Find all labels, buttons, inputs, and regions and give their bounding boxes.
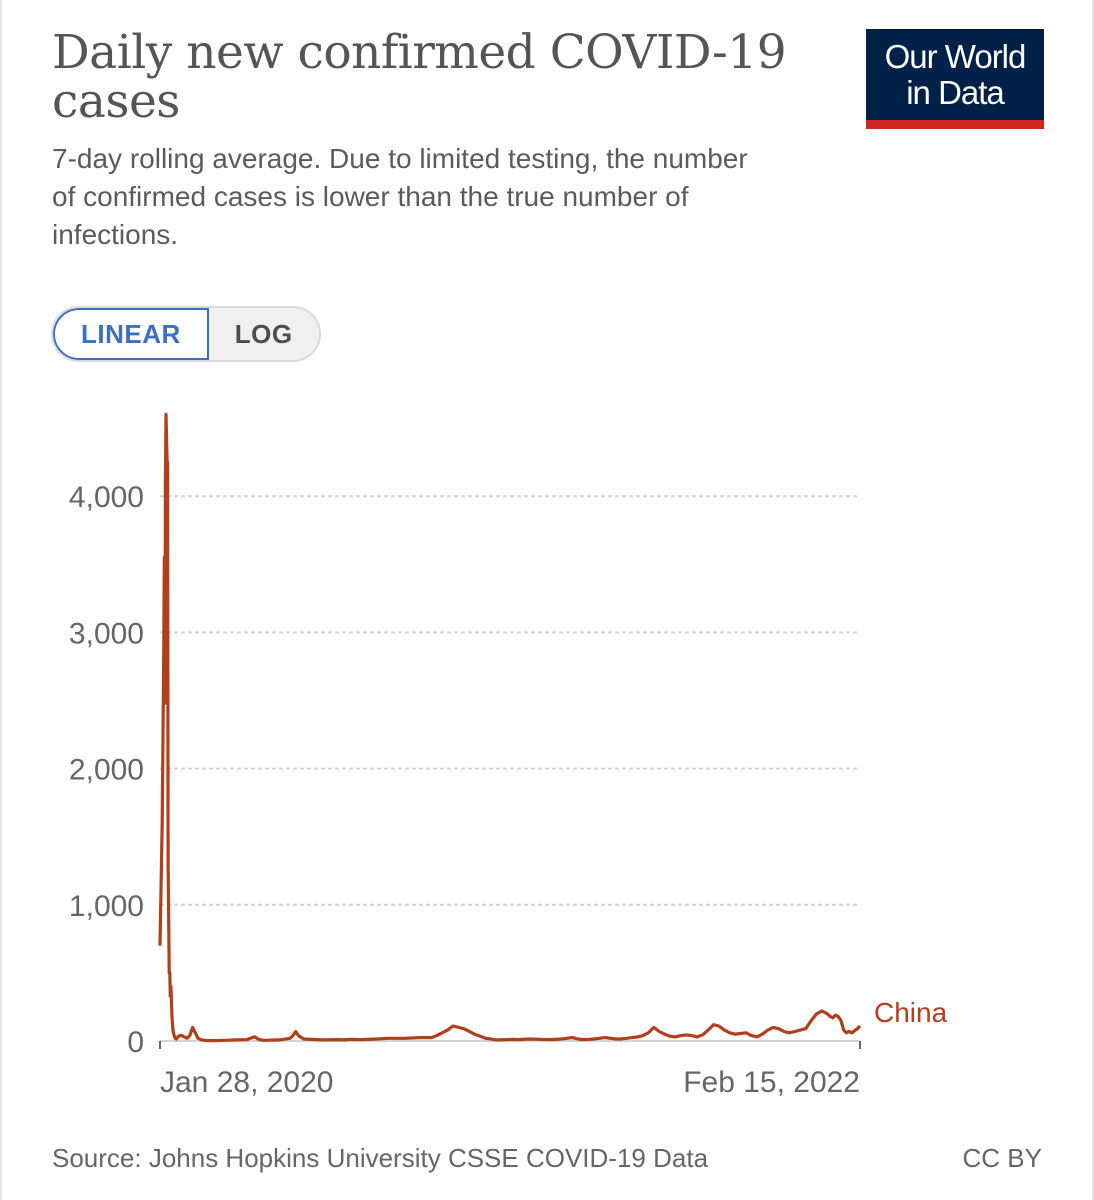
y-tick-label: 0	[127, 1026, 144, 1059]
linear-scale-button[interactable]: LINEAR	[53, 308, 209, 360]
y-tick-label: 3,000	[69, 617, 144, 650]
source-note[interactable]: Source: Johns Hopkins University CSSE CO…	[52, 1143, 709, 1173]
logo-line-1: Our World	[884, 37, 1027, 75]
frame-left-edge	[0, 0, 2, 1200]
chart-subtitle: 7-day rolling average. Due to limited te…	[52, 143, 748, 250]
owid-logo[interactable]: Our World in Data	[866, 29, 1044, 129]
x-tick-label-start: Jan 28, 2020	[160, 1066, 333, 1099]
x-tick-label-end: Feb 15, 2022	[683, 1066, 860, 1099]
y-tick-label: 4,000	[69, 481, 144, 514]
log-scale-button[interactable]: LOG	[234, 319, 293, 349]
frame-right-edge	[1092, 0, 1094, 1200]
scale-toggle: LINEAR LOG	[51, 306, 321, 362]
license-link[interactable]: CC BY	[962, 1143, 1042, 1173]
y-tick-label: 1,000	[69, 890, 144, 923]
page-title: Daily new confirmed COVID-19 cases	[52, 25, 787, 129]
series-label-china: China	[874, 997, 948, 1028]
series-line-china	[158, 412, 862, 1043]
y-tick-label: 2,000	[69, 754, 144, 787]
line-chart: 0 1,000 2,000 3,000 4,000 Jan 28, 2020 Feb 15,…	[69, 412, 948, 1099]
logo-line-2: in Data	[906, 73, 1005, 111]
